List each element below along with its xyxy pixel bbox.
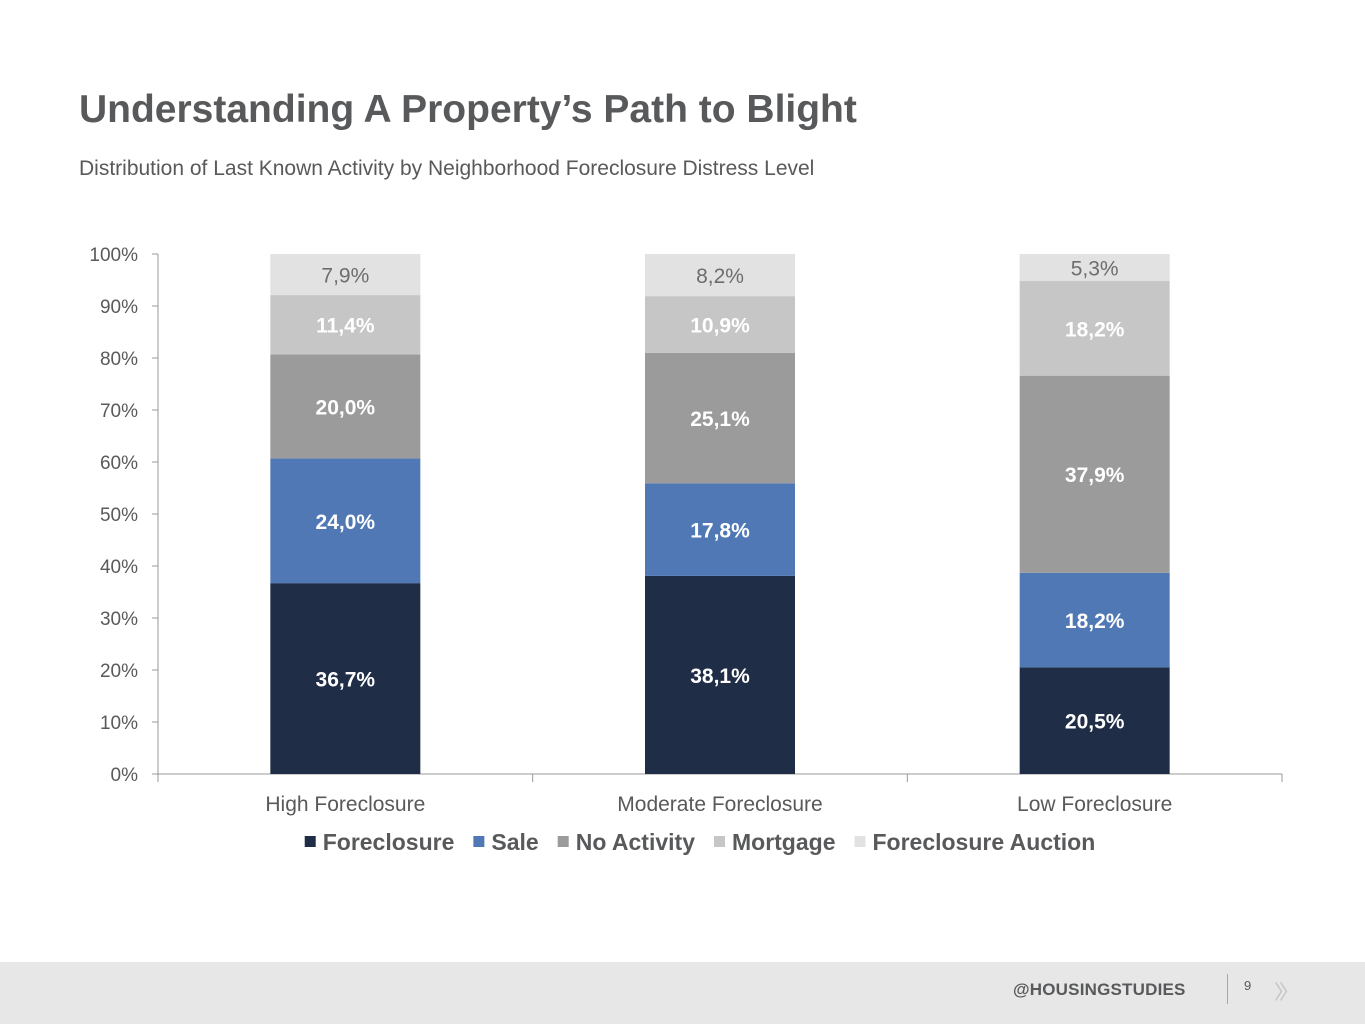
x-category-label: High Foreclosure (265, 793, 425, 816)
data-label: 25,1% (690, 408, 750, 431)
y-tick-label: 20% (100, 661, 138, 682)
data-label: 18,2% (1065, 318, 1125, 341)
legend-label: No Activity (576, 829, 695, 855)
stacked-bar-chart: 0% 10% 20% 30% 40% 50% 60% 70% 80% 90% 100% 36,7% 24… (89, 245, 1283, 855)
footer-handle[interactable]: @HOUSINGSTUDIES (1013, 980, 1186, 999)
bar-segment-no-activity (645, 352, 795, 484)
legend-swatch (713, 836, 725, 847)
legend-label: Foreclosure (323, 829, 455, 855)
legend-swatch (557, 836, 569, 847)
data-label: 11,4% (316, 315, 375, 338)
data-label: 7,9% (321, 265, 369, 288)
y-tick-label: 80% (100, 349, 138, 370)
bar-segment-mortgage (270, 295, 421, 355)
legend-label: Sale (491, 829, 538, 855)
chart-subtitle: Distribution of Last Known Activity by N… (79, 157, 815, 180)
footer-bar: @HOUSINGSTUDIES 9 〉〉 (0, 962, 1365, 1024)
legend-swatch (304, 836, 316, 847)
bar-segment-mortgage (645, 296, 795, 353)
bar-segment-foreclosure-auction (270, 254, 421, 296)
y-tick-label: 70% (100, 401, 138, 422)
x-category-label: Low Foreclosure (1017, 793, 1172, 816)
bar-segment-sale (270, 458, 421, 584)
bar-segment-mortgage (1019, 281, 1170, 376)
bar-segment-foreclosure (645, 575, 795, 774)
double-chevron-right-icon[interactable]: 〉〉 (1274, 982, 1299, 1004)
data-label: 8,2% (696, 265, 744, 288)
bar-segment-sale (645, 483, 795, 576)
data-label: 36,7% (316, 669, 376, 692)
bar-segment-foreclosure (1019, 667, 1170, 774)
x-category-label: Moderate Foreclosure (617, 793, 822, 816)
legend-swatch (473, 836, 485, 847)
bar-segment-foreclosure-auction (1019, 254, 1170, 282)
y-tick-label: 40% (100, 557, 138, 578)
y-tick-label: 30% (100, 609, 138, 630)
bar-segment-foreclosure (270, 583, 421, 774)
y-tick-label: 100% (89, 245, 138, 266)
data-label: 17,8% (690, 520, 750, 543)
legend: Foreclosure Sale No Activity Mortgage Forecl… (304, 829, 1095, 855)
y-tick-label: 60% (100, 453, 138, 474)
data-label: 5,3% (1071, 258, 1119, 281)
y-tick-label: 10% (100, 713, 138, 734)
data-label: 20,5% (1065, 711, 1125, 734)
data-label: 18,2% (1065, 610, 1125, 633)
legend-label: Foreclosure Auction (872, 829, 1095, 855)
footer-divider (1227, 974, 1228, 1004)
bar-segment-no-activity (270, 354, 421, 459)
legend-swatch (854, 836, 866, 847)
data-label: 38,1% (690, 665, 750, 688)
legend-label: Mortgage (732, 829, 836, 855)
data-label: 37,9% (1065, 464, 1125, 487)
y-tick-label: 90% (100, 297, 138, 318)
page-title: Understanding A Property’s Path to Bligh… (79, 88, 857, 131)
bar-segment-sale (1019, 572, 1170, 668)
data-label: 24,0% (316, 511, 376, 534)
data-label: 10,9% (690, 314, 750, 337)
bar-segment-no-activity (1019, 375, 1170, 573)
bar-segment-foreclosure-auction (645, 254, 795, 297)
data-label: 20,0% (316, 396, 376, 419)
y-tick-label: 0% (111, 765, 139, 786)
page-number: 9 (1244, 978, 1252, 993)
y-tick-label: 50% (100, 505, 138, 526)
